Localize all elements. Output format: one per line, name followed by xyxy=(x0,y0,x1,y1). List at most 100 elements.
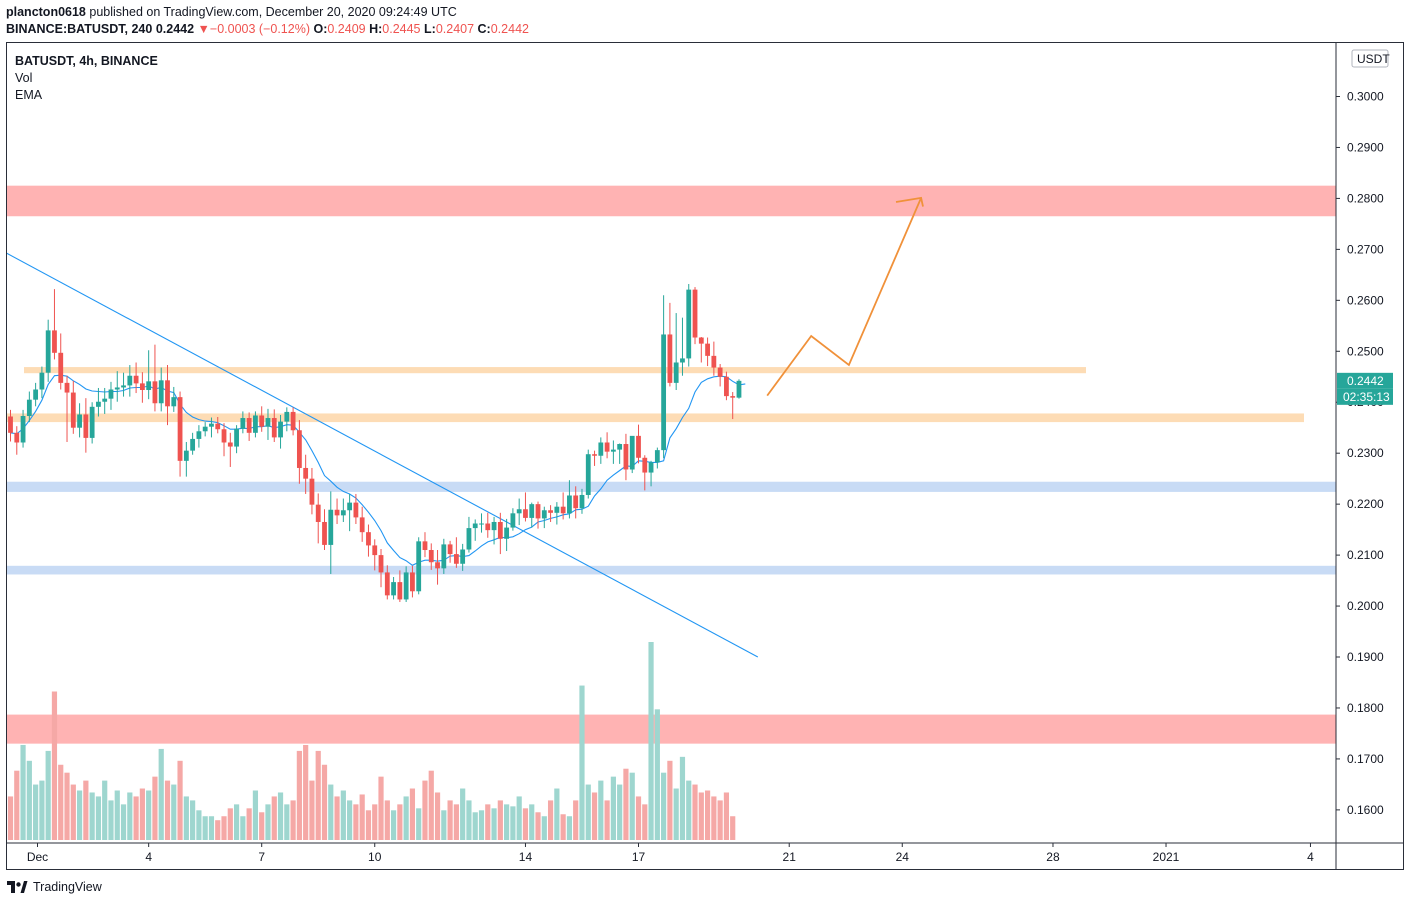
candle-body xyxy=(422,541,428,551)
candle xyxy=(253,411,258,438)
candle-body xyxy=(296,430,302,468)
volume-bar xyxy=(560,814,566,840)
candle xyxy=(240,411,246,434)
candle xyxy=(548,505,553,522)
symbol-line: BINANCE:BATUSDT, 240 xyxy=(6,22,153,36)
candle xyxy=(585,449,591,499)
y-tick-label: 0.2300 xyxy=(1347,446,1384,460)
candle-body xyxy=(58,352,64,383)
candle-body xyxy=(259,415,265,427)
volume-bar xyxy=(328,784,334,840)
candle-body xyxy=(654,450,660,463)
candle xyxy=(58,333,64,390)
x-tick-label: 17 xyxy=(632,850,646,864)
candle-body xyxy=(328,509,334,545)
candle-body xyxy=(491,521,497,531)
x-tick-label: 21 xyxy=(783,850,797,864)
author-name[interactable]: plancton0618 xyxy=(6,5,86,19)
volume-bar xyxy=(428,770,434,840)
volume-bar xyxy=(190,800,196,840)
legend-ema[interactable]: EMA xyxy=(15,88,43,102)
candle xyxy=(592,450,597,466)
low-label: L: xyxy=(424,22,436,36)
candle-body xyxy=(617,444,623,450)
volume-bar xyxy=(215,820,221,840)
volume-bar xyxy=(692,784,698,840)
candle-body xyxy=(435,562,440,569)
x-tick-label: 10 xyxy=(368,850,382,864)
candle-body xyxy=(585,454,591,495)
plot-area xyxy=(7,185,1336,840)
volume-bar xyxy=(617,784,623,840)
volume-bar xyxy=(246,808,252,840)
candle xyxy=(303,454,309,494)
volume-bar xyxy=(365,810,372,840)
candle xyxy=(460,543,466,571)
volume-bar xyxy=(359,794,365,840)
chart-frame xyxy=(6,42,1404,870)
candle-body xyxy=(290,411,296,431)
volume-bar xyxy=(610,776,616,840)
candle xyxy=(89,402,95,444)
candle xyxy=(648,460,654,487)
open-label: O: xyxy=(313,22,328,36)
volume-bar xyxy=(20,744,26,840)
candle-body xyxy=(680,358,685,363)
candle-body xyxy=(190,438,196,451)
volume-bar xyxy=(152,776,158,840)
candle-body xyxy=(102,398,108,402)
projection-arrow xyxy=(766,197,922,397)
candle-body xyxy=(14,432,20,443)
candle xyxy=(372,539,378,571)
volume-bar xyxy=(604,800,610,840)
candle-body xyxy=(730,396,736,398)
candle xyxy=(661,295,667,459)
candle xyxy=(560,492,566,520)
candle xyxy=(510,508,516,531)
volume-bar xyxy=(679,756,686,840)
candle xyxy=(724,371,729,401)
legend-vol[interactable]: Vol xyxy=(15,71,33,85)
zone-resistance xyxy=(7,185,1336,217)
candle xyxy=(315,493,321,544)
volume-bar xyxy=(585,784,591,840)
volume-bar xyxy=(108,800,114,840)
candle xyxy=(705,337,710,367)
candle-body xyxy=(403,572,409,600)
candle xyxy=(259,406,265,432)
candle-body xyxy=(485,523,491,531)
tradingview-logo[interactable]: TradingView xyxy=(6,880,102,894)
volume-bar xyxy=(642,804,648,840)
volume-bar xyxy=(26,760,32,840)
volume-bar xyxy=(698,792,704,840)
candle xyxy=(686,284,692,367)
candle xyxy=(680,317,685,376)
candle xyxy=(77,403,82,438)
volume-bar xyxy=(453,804,459,840)
volume-bar xyxy=(208,816,215,840)
zone-support-orange xyxy=(7,413,1304,423)
candle-body xyxy=(604,442,610,452)
volume-bar xyxy=(460,788,466,840)
candle xyxy=(535,501,541,529)
volume-bar xyxy=(296,750,302,840)
candle-body xyxy=(592,454,597,456)
candle-body xyxy=(629,435,635,470)
legend-symbol[interactable]: BATUSDT, 4h, BINANCE xyxy=(15,54,158,68)
volume-bar xyxy=(554,788,560,840)
low-value: 0.2407 xyxy=(435,22,475,36)
candle xyxy=(636,424,641,464)
volume-bar xyxy=(547,800,554,840)
candle xyxy=(617,443,623,464)
volume-bar xyxy=(347,800,353,840)
y-tick-label: 0.2100 xyxy=(1347,548,1384,562)
candle-body xyxy=(636,435,641,458)
candle-body xyxy=(567,495,572,514)
close-value: 0.2442 xyxy=(490,22,529,36)
volume-bar xyxy=(164,780,171,840)
volume-bar xyxy=(89,792,95,840)
candle-body xyxy=(234,428,239,447)
candle-body xyxy=(642,457,648,473)
volume-bar xyxy=(252,790,259,840)
